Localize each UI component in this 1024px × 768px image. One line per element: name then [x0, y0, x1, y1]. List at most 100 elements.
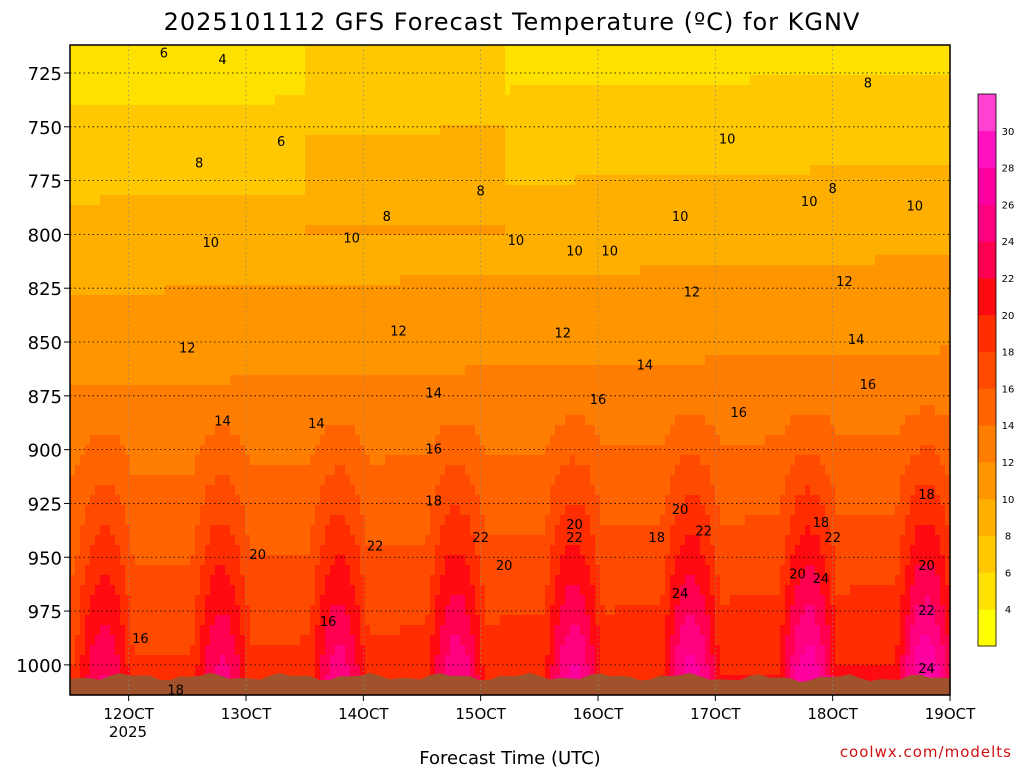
field-cell	[265, 505, 271, 516]
field-cell	[385, 175, 391, 186]
field-cell	[335, 45, 341, 56]
field-cell	[160, 525, 166, 536]
field-cell	[160, 105, 166, 116]
field-cell	[185, 435, 191, 446]
field-cell	[355, 115, 361, 126]
field-cell	[405, 365, 411, 376]
field-cell	[440, 255, 446, 266]
field-cell	[135, 155, 141, 166]
field-cell	[150, 255, 156, 266]
field-cell	[75, 55, 81, 66]
field-cell	[355, 345, 361, 356]
field-cell	[435, 45, 441, 56]
field-cell	[445, 205, 451, 216]
field-cell	[320, 585, 326, 596]
field-cell	[260, 165, 266, 176]
field-cell	[350, 45, 356, 56]
field-cell	[250, 635, 256, 646]
field-cell	[285, 425, 291, 436]
field-cell	[245, 635, 251, 646]
field-cell	[255, 575, 261, 586]
field-cell	[85, 145, 91, 156]
field-cell	[345, 505, 351, 516]
field-cell	[235, 215, 241, 226]
field-cell	[155, 285, 161, 296]
field-cell	[205, 275, 211, 286]
field-cell	[315, 315, 321, 326]
field-cell	[250, 545, 256, 556]
field-cell	[355, 475, 361, 486]
field-cell	[330, 395, 336, 406]
field-cell	[315, 115, 321, 126]
field-cell	[435, 505, 441, 516]
field-cell	[345, 415, 351, 426]
field-cell	[70, 455, 76, 466]
field-cell	[105, 635, 111, 646]
field-cell	[230, 145, 236, 156]
field-cell	[290, 115, 296, 126]
field-cell	[255, 465, 261, 476]
field-cell	[300, 425, 306, 436]
field-cell	[185, 395, 191, 406]
field-cell	[355, 105, 361, 116]
field-cell	[405, 315, 411, 326]
field-cell	[220, 175, 226, 186]
field-cell	[200, 255, 206, 266]
field-cell	[400, 95, 406, 106]
field-cell	[100, 105, 106, 116]
field-cell	[245, 525, 251, 536]
field-cell	[70, 495, 76, 506]
field-cell	[95, 275, 101, 286]
field-cell	[100, 625, 106, 636]
field-cell	[340, 625, 346, 636]
field-cell	[270, 585, 276, 596]
field-cell	[190, 145, 196, 156]
field-cell	[175, 285, 181, 296]
field-cell	[340, 175, 346, 186]
field-cell	[150, 315, 156, 326]
field-cell	[85, 245, 91, 256]
field-cell	[290, 255, 296, 266]
field-cell	[225, 275, 231, 286]
field-cell	[395, 535, 401, 546]
field-cell	[330, 225, 336, 236]
field-cell	[125, 225, 131, 236]
field-cell	[115, 535, 121, 546]
field-cell	[205, 205, 211, 216]
field-cell	[195, 545, 201, 556]
field-cell	[265, 325, 271, 336]
field-cell	[385, 115, 391, 126]
field-cell	[135, 555, 141, 566]
field-cell	[375, 345, 381, 356]
field-cell	[250, 495, 256, 506]
field-cell	[380, 255, 386, 266]
field-cell	[135, 635, 141, 646]
field-cell	[325, 405, 331, 416]
field-cell	[285, 115, 291, 126]
field-cell	[350, 345, 356, 356]
field-cell	[200, 315, 206, 326]
field-cell	[360, 395, 366, 406]
field-cell	[400, 395, 406, 406]
field-cell	[130, 475, 136, 486]
field-cell	[250, 215, 256, 226]
field-cell	[170, 555, 176, 566]
field-cell	[165, 645, 171, 656]
field-cell	[90, 625, 96, 636]
field-cell	[225, 145, 231, 156]
field-cell	[375, 355, 381, 366]
field-cell	[410, 205, 416, 216]
field-cell	[355, 335, 361, 346]
field-cell	[355, 435, 361, 446]
field-cell	[445, 275, 451, 286]
field-cell	[205, 395, 211, 406]
field-cell	[165, 265, 171, 276]
field-cell	[225, 595, 231, 606]
field-cell	[190, 535, 196, 546]
field-cell	[180, 285, 186, 296]
field-cell	[370, 525, 376, 536]
field-cell	[170, 225, 176, 236]
field-cell	[85, 435, 91, 446]
field-cell	[185, 365, 191, 376]
field-cell	[360, 95, 366, 106]
